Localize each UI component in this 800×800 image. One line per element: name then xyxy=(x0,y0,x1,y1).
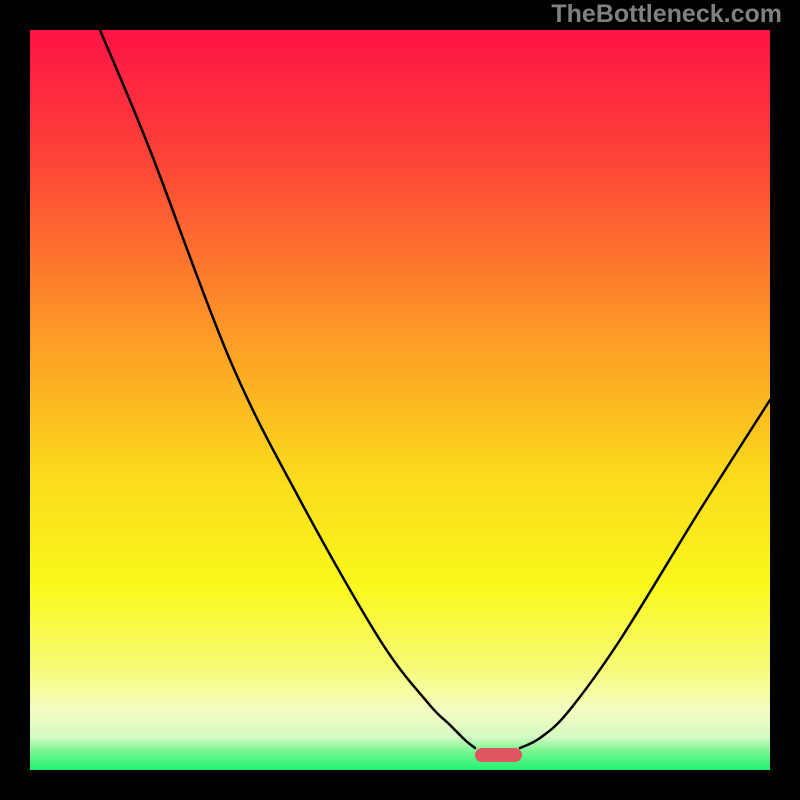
chart-wrapper: TheBottleneck.com xyxy=(0,0,800,800)
optimal-marker xyxy=(475,748,522,762)
bottleneck-chart xyxy=(0,0,800,800)
gradient-background xyxy=(30,30,770,770)
watermark-text: TheBottleneck.com xyxy=(551,0,782,29)
